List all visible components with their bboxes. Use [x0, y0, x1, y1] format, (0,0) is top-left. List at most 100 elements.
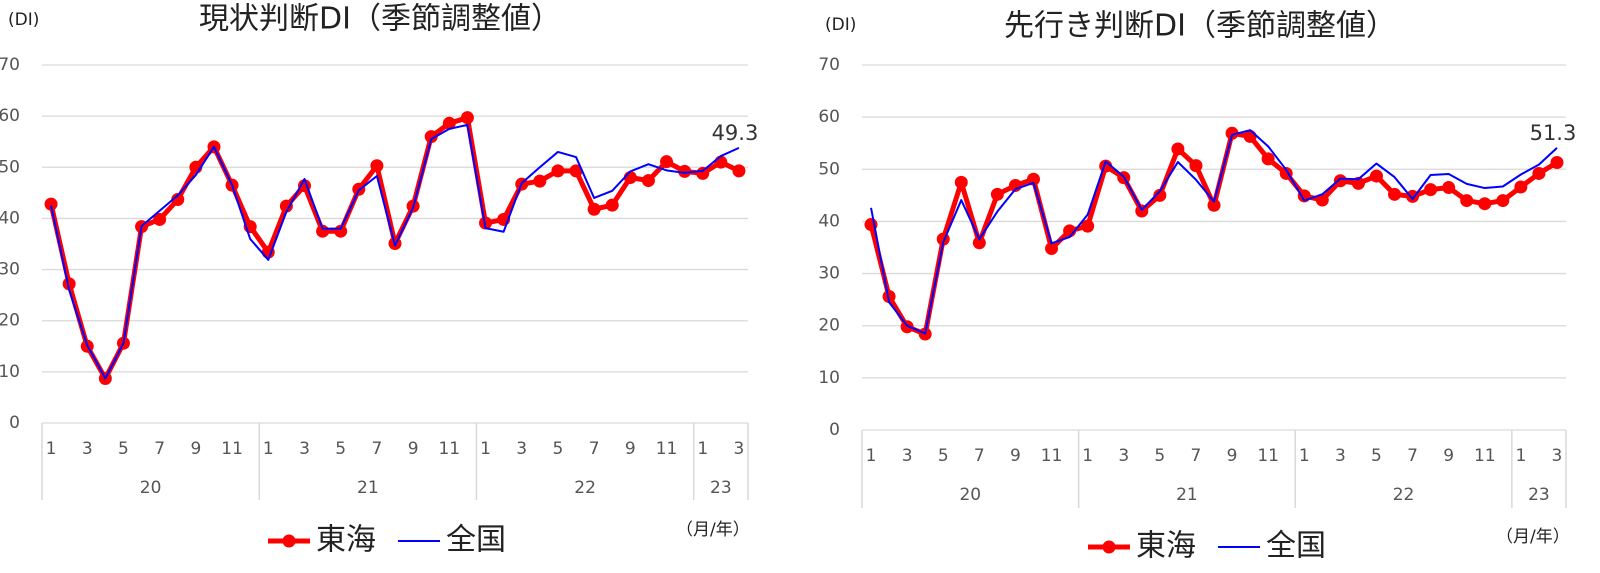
x-unit: （月/年）	[1496, 527, 1570, 547]
y-tick-label: 60	[818, 107, 840, 127]
y-tick-label: 30	[0, 260, 20, 280]
x-group-label: 21	[357, 478, 379, 498]
x-tick-label: 3	[1552, 446, 1563, 466]
point	[1189, 159, 1203, 173]
x-tick-label: 5	[335, 439, 346, 459]
x-tick-label: 5	[1371, 446, 1382, 466]
x-tick-label: 11	[1474, 446, 1496, 466]
y-tick-label: 70	[818, 55, 840, 75]
x-tick-label: 1	[697, 439, 708, 459]
x-tick-label: 5	[1154, 446, 1165, 466]
x-tick-label: 9	[625, 439, 636, 459]
y-tick-label: 60	[0, 106, 20, 126]
data-label: 51.3	[1530, 121, 1577, 145]
chart-title: 先行き判断DI（季節調整値）	[1004, 9, 1396, 44]
x-tick-label: 3	[516, 439, 527, 459]
point	[44, 197, 58, 211]
point	[1333, 174, 1347, 188]
point	[1207, 198, 1221, 212]
y-tick-label: 50	[818, 159, 840, 179]
x-tick-label: 3	[902, 446, 913, 466]
point	[1478, 197, 1492, 211]
y-tick-label: 70	[0, 55, 20, 75]
point	[551, 164, 565, 178]
x-tick-label: 1	[46, 439, 57, 459]
point	[370, 159, 384, 173]
legend-label: 東海	[316, 523, 376, 558]
legend-label: 全国	[446, 523, 506, 558]
point	[1369, 169, 1383, 183]
x-tick-label: 11	[438, 439, 460, 459]
data-label: 49.3	[712, 121, 759, 145]
y-tick-label: 10	[818, 368, 840, 388]
x-tick-label: 3	[82, 439, 93, 459]
point	[1351, 176, 1365, 190]
point	[660, 155, 674, 169]
point	[442, 116, 456, 130]
legend-marker	[1102, 540, 1116, 554]
point	[732, 164, 746, 178]
x-tick-label: 11	[656, 439, 678, 459]
y-tick-label: 20	[0, 311, 20, 331]
x-tick-label: 11	[1257, 446, 1279, 466]
x-tick-label: 11	[1041, 446, 1063, 466]
x-tick-label: 3	[734, 439, 745, 459]
x-tick-label: 1	[1299, 446, 1310, 466]
x-tick-label: 7	[974, 446, 985, 466]
x-tick-label: 11	[221, 439, 243, 459]
point	[1171, 142, 1185, 156]
point	[605, 198, 619, 212]
x-tick-label: 1	[263, 439, 274, 459]
x-tick-label: 9	[1010, 446, 1021, 466]
point	[1424, 183, 1438, 197]
point	[1442, 181, 1456, 195]
point	[1496, 194, 1510, 208]
x-tick-label: 1	[1082, 446, 1093, 466]
x-tick-label: 9	[408, 439, 419, 459]
point	[678, 164, 692, 178]
point	[882, 290, 896, 304]
point	[424, 130, 438, 144]
x-tick-label: 9	[190, 439, 201, 459]
point	[1460, 194, 1474, 208]
point	[1315, 193, 1329, 207]
point	[641, 174, 655, 188]
y-tick-label: 30	[818, 264, 840, 284]
y-tick-label: 0	[9, 413, 20, 433]
point	[533, 174, 547, 188]
x-tick-label: 7	[1407, 446, 1418, 466]
point	[1388, 187, 1402, 201]
x-tick-label: 5	[118, 439, 129, 459]
x-tick-label: 5	[938, 446, 949, 466]
point	[171, 193, 185, 207]
x-group-label: 20	[140, 478, 162, 498]
x-tick-label: 7	[154, 439, 165, 459]
x-tick-label: 9	[1443, 446, 1454, 466]
x-group-label: 22	[1393, 485, 1415, 505]
point	[714, 155, 728, 169]
point	[1514, 180, 1528, 194]
x-tick-label: 1	[866, 446, 877, 466]
point	[1045, 242, 1059, 256]
series-line	[50, 123, 740, 380]
point	[1532, 166, 1546, 180]
legend-label: 全国	[1266, 529, 1326, 564]
y-tick-label: 10	[0, 362, 20, 382]
x-tick-label: 1	[480, 439, 491, 459]
y-tick-label: 50	[0, 157, 20, 177]
x-group-label: 23	[710, 478, 732, 498]
point	[279, 199, 293, 213]
x-tick-label: 7	[589, 439, 600, 459]
point	[990, 187, 1004, 201]
point	[1081, 219, 1095, 233]
point	[460, 111, 474, 125]
point	[587, 202, 601, 216]
series-line	[870, 129, 1558, 335]
point	[1026, 172, 1040, 186]
chart-title: 現状判断DI（季節調整値）	[199, 2, 561, 37]
x-tick-label: 7	[1191, 446, 1202, 466]
point	[153, 212, 167, 226]
legend-label: 東海	[1136, 529, 1196, 564]
y-tick-label: 0	[829, 420, 840, 440]
point	[1550, 156, 1564, 170]
